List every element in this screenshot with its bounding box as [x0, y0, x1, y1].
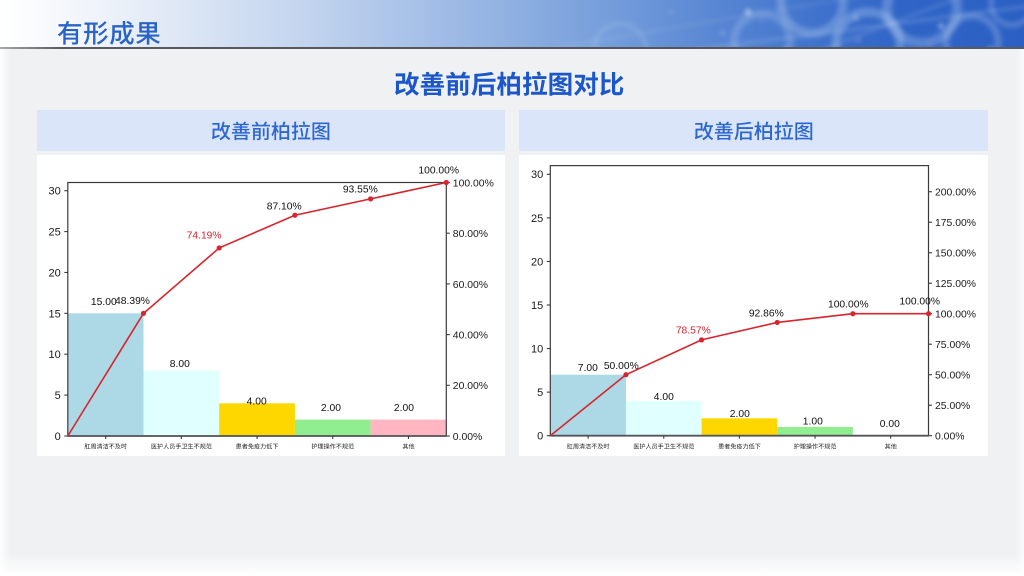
svg-text:80.00%: 80.00%	[452, 229, 487, 240]
svg-text:100.00%: 100.00%	[935, 309, 976, 320]
svg-text:0.00%: 0.00%	[452, 431, 481, 442]
svg-text:25.00%: 25.00%	[935, 401, 970, 412]
svg-text:10: 10	[531, 343, 543, 355]
svg-text:200.00%: 200.00%	[935, 187, 976, 198]
svg-text:7.00: 7.00	[578, 363, 598, 374]
svg-text:93.55%: 93.55%	[343, 184, 378, 195]
svg-text:2.00: 2.00	[321, 402, 341, 413]
svg-text:125.00%: 125.00%	[935, 279, 976, 290]
svg-text:74.19%: 74.19%	[186, 230, 221, 241]
svg-text:20.00%: 20.00%	[452, 381, 487, 392]
svg-text:100.00%: 100.00%	[828, 299, 869, 310]
svg-text:0.00%: 0.00%	[935, 431, 964, 442]
svg-text:4.00: 4.00	[654, 391, 674, 402]
svg-text:48.39%: 48.39%	[115, 295, 150, 306]
svg-text:5: 5	[54, 390, 60, 402]
svg-text:175.00%: 175.00%	[935, 218, 976, 229]
svg-text:100.00%: 100.00%	[418, 165, 459, 176]
svg-text:30: 30	[48, 185, 60, 197]
svg-text:2.00: 2.00	[394, 402, 414, 413]
svg-text:100.00%: 100.00%	[452, 178, 493, 189]
svg-text:0.00: 0.00	[880, 419, 900, 430]
svg-text:40.00%: 40.00%	[452, 330, 487, 341]
svg-text:100.00%: 100.00%	[900, 296, 941, 307]
svg-text:4.00: 4.00	[246, 396, 266, 407]
svg-text:1.00: 1.00	[803, 416, 823, 427]
svg-text:0: 0	[54, 430, 60, 442]
svg-text:15.00: 15.00	[91, 297, 117, 308]
svg-text:60.00%: 60.00%	[452, 279, 487, 290]
svg-text:15: 15	[48, 308, 60, 320]
svg-text:5: 5	[537, 387, 543, 399]
svg-text:50.00%: 50.00%	[935, 370, 970, 381]
svg-text:10: 10	[48, 349, 60, 361]
svg-text:20: 20	[531, 256, 543, 268]
svg-text:20: 20	[48, 267, 60, 279]
svg-text:75.00%: 75.00%	[935, 340, 970, 351]
svg-text:8.00: 8.00	[169, 359, 189, 370]
svg-text:25: 25	[531, 212, 543, 224]
svg-text:78.57%: 78.57%	[676, 325, 711, 336]
svg-text:50.00%: 50.00%	[604, 360, 639, 371]
svg-text:2.00: 2.00	[730, 409, 750, 420]
svg-text:0: 0	[537, 430, 543, 442]
svg-text:150.00%: 150.00%	[935, 248, 976, 259]
svg-text:87.10%: 87.10%	[266, 201, 301, 212]
svg-text:92.86%: 92.86%	[749, 308, 784, 319]
svg-text:25: 25	[48, 226, 60, 238]
svg-text:30: 30	[531, 169, 543, 181]
svg-text:15: 15	[531, 299, 543, 311]
